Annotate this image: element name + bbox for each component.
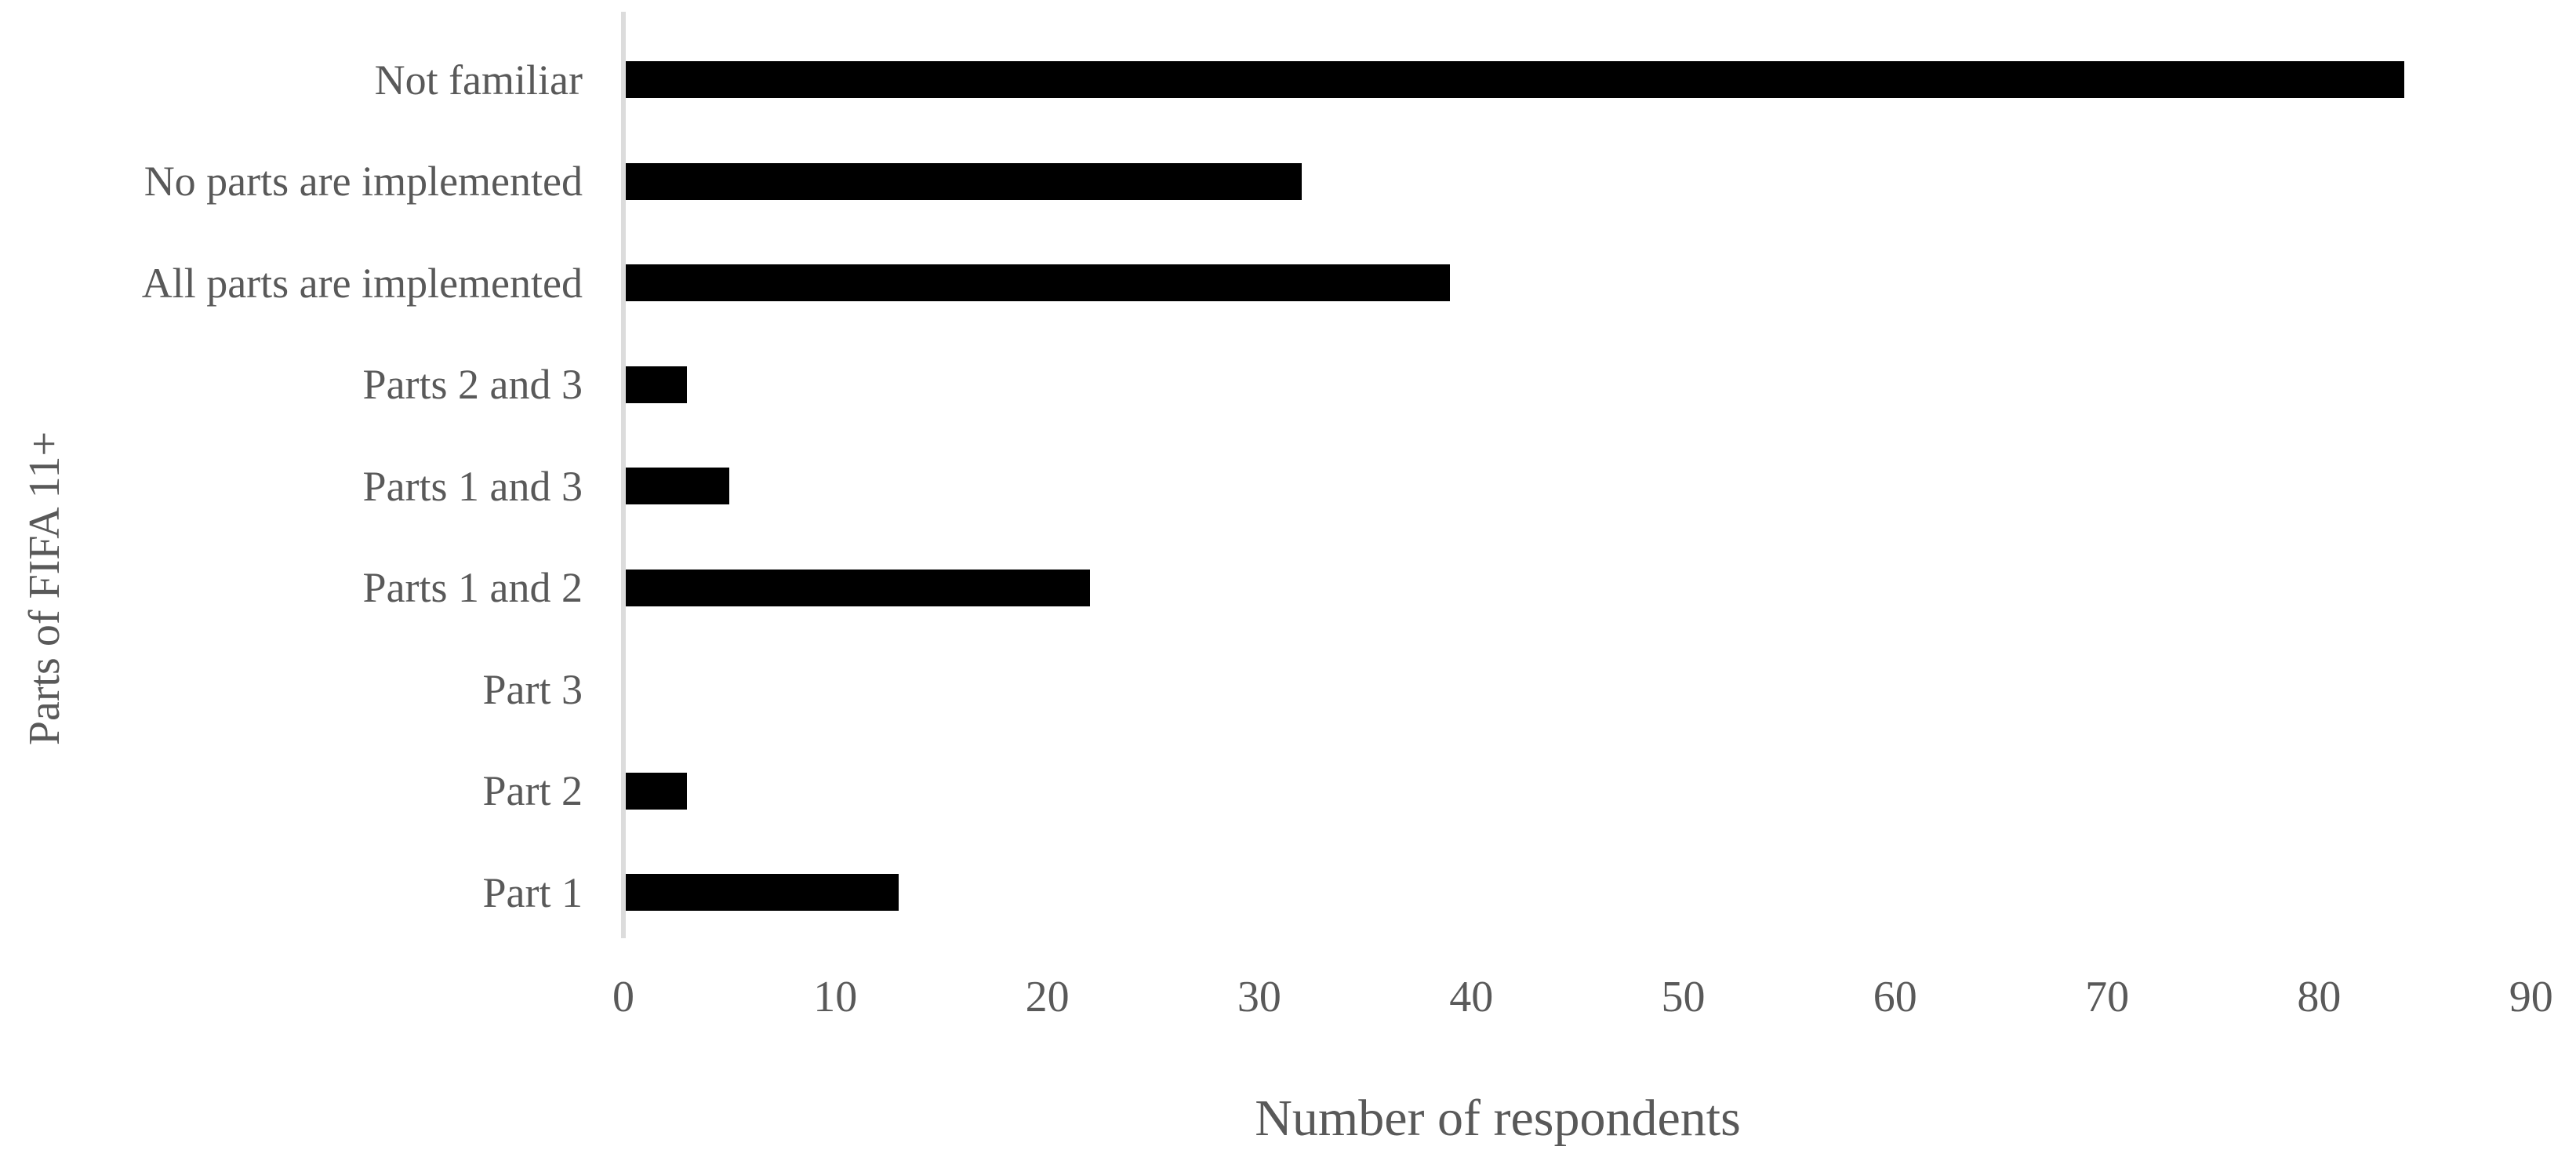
category-label: Not familiar xyxy=(374,56,583,104)
bar xyxy=(623,61,2404,98)
bar xyxy=(623,264,1451,301)
bar xyxy=(623,569,1090,606)
y-axis-line xyxy=(621,12,626,938)
x-tick-label: 30 xyxy=(1237,973,1281,1021)
x-axis-title: Number of respondents xyxy=(1255,1090,1741,1147)
category-label: No parts are implemented xyxy=(144,158,583,205)
category-label: All parts are implemented xyxy=(141,259,583,307)
x-tick-label: 90 xyxy=(2509,973,2553,1021)
x-tick-label: 40 xyxy=(1449,973,1494,1021)
bar xyxy=(623,874,899,911)
category-label: Parts 1 and 3 xyxy=(362,462,583,510)
bar xyxy=(623,366,688,403)
category-label: Part 3 xyxy=(482,665,583,713)
category-label: Part 2 xyxy=(482,767,583,814)
bar xyxy=(623,772,688,810)
x-tick-label: 80 xyxy=(2297,973,2342,1021)
x-tick-label: 50 xyxy=(1661,973,1706,1021)
x-tick-label: 70 xyxy=(2085,973,2130,1021)
category-label: Part 1 xyxy=(482,868,583,916)
bar xyxy=(623,162,1302,200)
bar xyxy=(623,468,730,504)
x-tick-label: 20 xyxy=(1025,973,1070,1021)
category-label: Parts 1 and 2 xyxy=(362,564,583,611)
x-tick-label: 10 xyxy=(813,973,858,1021)
category-label: Parts 2 and 3 xyxy=(362,361,583,408)
x-tick-label: 0 xyxy=(612,973,634,1021)
x-tick-label: 60 xyxy=(1873,973,1917,1021)
